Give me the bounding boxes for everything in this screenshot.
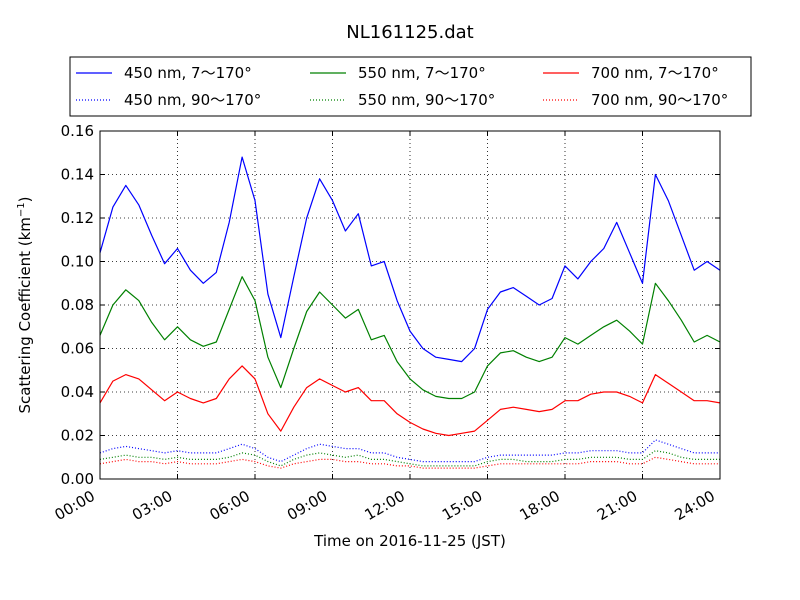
series-line <box>99 450 720 467</box>
x-tick-label: 03:00 <box>129 487 175 524</box>
legend: 450 nm, 7～170° 550 nm, 7～170° 700 nm, 7～17… <box>69 56 752 117</box>
legend-label: 550 nm, 7～170° <box>358 64 486 82</box>
x-tick-label: 18:00 <box>517 487 563 524</box>
series-line <box>99 276 721 400</box>
x-tick-label: 12:00 <box>362 487 408 524</box>
y-tick-label: 0.06 <box>61 340 94 358</box>
series-lines <box>99 156 721 469</box>
y-tick-label: 0.08 <box>61 296 94 314</box>
series-line <box>99 439 720 463</box>
x-tick-label: 09:00 <box>284 487 330 524</box>
y-tick-label: 0.16 <box>61 122 94 140</box>
x-axis-label: Time on 2016-11-25 (JST) <box>313 532 506 550</box>
legend-label: 700 nm, 7～170° <box>591 64 719 82</box>
series-line <box>99 365 721 437</box>
legend-box <box>69 56 752 117</box>
x-tick-label: 06:00 <box>207 487 253 524</box>
y-tick-label: 0.02 <box>61 427 94 445</box>
series-line <box>99 156 721 363</box>
x-tick-label: 21:00 <box>594 487 640 524</box>
legend-label: 700 nm, 90～170° <box>591 91 728 109</box>
y-tick-label: 0.12 <box>61 209 94 227</box>
x-tick-label: 00:00 <box>52 487 98 524</box>
y-tick-label: 0.04 <box>61 383 94 401</box>
y-tick-label: 0.00 <box>61 470 94 488</box>
y-tick-label: 0.10 <box>61 253 94 271</box>
x-tick-label: 24:00 <box>672 487 718 524</box>
y-tick-label: 0.14 <box>61 166 94 184</box>
chart-title: NL161125.dat <box>346 22 473 43</box>
legend-label: 550 nm, 90～170° <box>358 91 495 109</box>
legend-label: 450 nm, 7～170° <box>124 64 252 82</box>
y-axis-label: Scattering Coefficient (km−1) <box>16 196 34 413</box>
legend-label: 450 nm, 90～170° <box>124 91 261 109</box>
x-tick-label: 15:00 <box>439 487 485 524</box>
